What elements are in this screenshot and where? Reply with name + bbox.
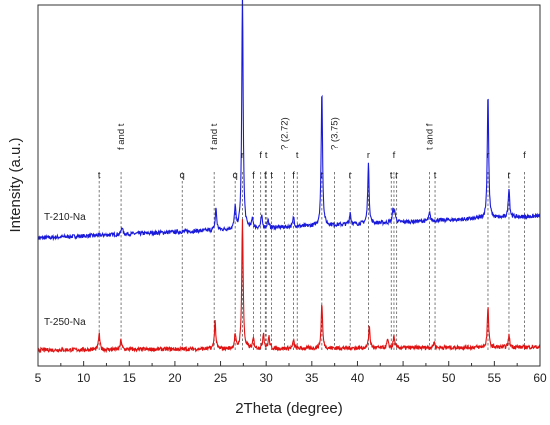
peak-label: t xyxy=(265,150,268,161)
peak-label: r xyxy=(367,150,370,161)
x-tick-label: 35 xyxy=(305,371,319,385)
peak-label: t xyxy=(434,170,437,181)
peak-label: r xyxy=(349,170,352,181)
peak-label: q xyxy=(233,170,238,181)
sample-label-t250: T-250-Na xyxy=(44,317,86,328)
x-axis-ticks: 5 10 15 20 25 30 35 40 45 50 55 60 xyxy=(35,361,547,385)
peak-label: ? (3.75) xyxy=(330,117,341,150)
peak-label: r xyxy=(395,170,398,181)
peak-label: f xyxy=(393,150,396,161)
x-tick-label: 30 xyxy=(260,371,274,385)
peak-label: f and t xyxy=(116,123,127,150)
peak-label: t xyxy=(296,150,299,161)
x-tick-label: 20 xyxy=(168,371,182,385)
peak-label: t xyxy=(390,170,393,181)
peak-label: f xyxy=(252,170,255,181)
peak-label: f and t xyxy=(209,123,220,150)
peak-label: f xyxy=(523,150,526,161)
series-line-t210 xyxy=(37,0,541,242)
peak-leader-lines xyxy=(98,172,525,352)
x-tick-label: 15 xyxy=(123,371,137,385)
x-tick-label: 60 xyxy=(533,371,547,385)
peak-label: r xyxy=(320,170,323,181)
x-tick-label: 45 xyxy=(396,371,410,385)
peak-label: r xyxy=(241,150,244,161)
peak-label: f xyxy=(264,170,267,181)
peak-label: t xyxy=(98,170,101,181)
x-tick-label: 50 xyxy=(442,371,456,385)
peak-label: r xyxy=(507,170,510,181)
peak-label: f xyxy=(292,170,295,181)
series-group xyxy=(37,0,541,354)
y-axis-title: Intensity (a.u.) xyxy=(7,137,24,232)
peak-label: t xyxy=(270,170,273,181)
x-tick-label: 55 xyxy=(488,371,502,385)
x-tick-label: 5 xyxy=(35,371,42,385)
x-axis-title: 2Theta (degree) xyxy=(235,400,343,417)
peak-label: ? (2.72) xyxy=(279,117,290,150)
x-tick-label: 25 xyxy=(214,371,228,385)
peak-label: r xyxy=(486,150,489,161)
plot-frame xyxy=(37,4,541,367)
peak-label: f xyxy=(259,150,262,161)
sample-label-t210: T-210-Na xyxy=(44,212,86,223)
series-line-t250 xyxy=(37,219,541,354)
x-tick-label: 40 xyxy=(351,371,365,385)
peak-label: t and f xyxy=(425,123,436,150)
x-tick-label: 10 xyxy=(77,371,91,385)
peak-label: q xyxy=(180,170,185,181)
